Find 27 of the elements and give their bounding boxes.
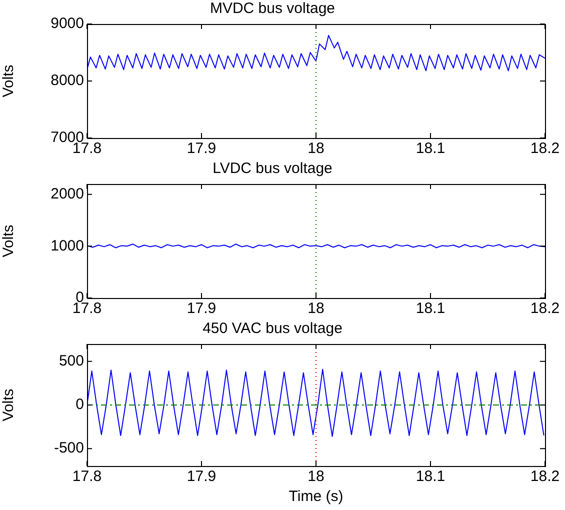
y-tick-label: 8000 <box>50 72 84 90</box>
y-tick-label: 9000 <box>50 15 84 32</box>
y-axis-title: Volts <box>0 388 18 422</box>
x-tick-label: 18 <box>308 468 324 486</box>
x-tick-label: 17.9 <box>186 140 216 158</box>
chart-title: MVDC bus voltage <box>210 0 336 18</box>
x-tick-label: 18.2 <box>530 300 560 318</box>
x-tick-label: 18 <box>308 300 324 318</box>
y-tick-label: 2000 <box>50 186 84 203</box>
y-tick-label: 1000 <box>50 237 84 254</box>
y-axis-title: Volts <box>0 64 18 98</box>
x-tick-label: 18 <box>308 140 324 158</box>
y-axis-title: Volts <box>0 224 18 258</box>
x-tick-label: 18.1 <box>416 140 446 158</box>
chart-title: LVDC bus voltage <box>212 160 332 178</box>
x-tick-label: 18.1 <box>416 300 446 318</box>
x-tick-label: 18.2 <box>530 140 560 158</box>
x-tick-label: 17.9 <box>186 300 216 318</box>
x-tick-label: 17.9 <box>186 468 216 486</box>
x-tick-label: 18.2 <box>530 468 560 486</box>
x-tick-label: 17.8 <box>72 468 102 486</box>
y-tick-label: -500 <box>54 440 84 457</box>
y-tick-label: 500 <box>58 352 84 370</box>
x-tick-label: 18.1 <box>416 468 446 486</box>
x-axis-title: Time (s) <box>288 488 344 506</box>
chart-title: 450 VAC bus voltage <box>202 320 342 338</box>
y-tick-label: 0 <box>76 396 84 414</box>
